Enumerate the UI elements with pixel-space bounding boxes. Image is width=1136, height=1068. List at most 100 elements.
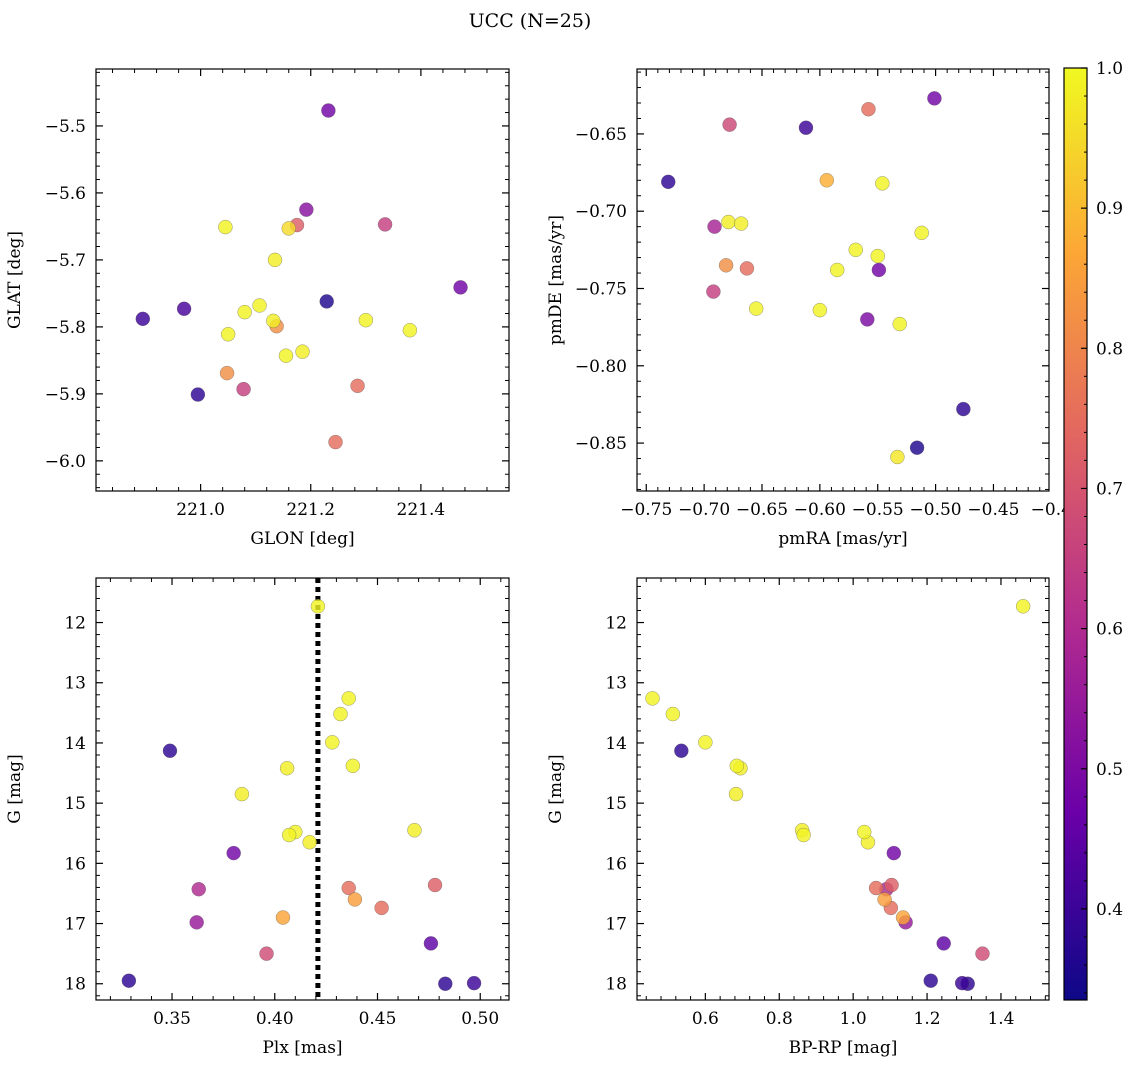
data-point	[674, 743, 689, 759]
data-point	[278, 348, 294, 363]
y-tick-label: −0.70	[575, 202, 627, 222]
data-point	[321, 103, 336, 118]
data-point	[295, 344, 310, 359]
colorbar-tick-label: 0.5	[1096, 760, 1123, 780]
x-axis-label: Plx [mas]	[262, 1038, 342, 1058]
x-tick-label: 221.4	[397, 500, 446, 520]
data-point	[721, 214, 736, 230]
data-point	[707, 219, 722, 234]
colorbar-tick-label: 0.6	[1096, 620, 1123, 640]
y-tick-label: 12	[605, 614, 627, 634]
panel-plx-g: 0.35 0.40 0.45 0.50 12 13 14 15 16 17 18 Plx [mas] G…	[5, 577, 510, 1058]
y-tick-label: 15	[605, 794, 627, 814]
x-tick-label: −0.50	[910, 500, 962, 520]
x-tick-label: −0.75	[620, 500, 672, 520]
x-tick-label: 1.0	[840, 1009, 867, 1029]
x-tick-label: −0.4	[1031, 500, 1072, 520]
data-point	[190, 387, 206, 402]
y-axis-label: G [mag]	[5, 754, 25, 823]
y-tick-label: −0.75	[575, 280, 627, 300]
data-point	[347, 892, 363, 907]
data-point	[259, 946, 274, 961]
x-axis-label: pmRA [mas/yr]	[778, 529, 907, 549]
x-tick-label: 0.35	[153, 1009, 191, 1029]
colorbar: 0.4 0.5 0.6 0.7 0.8 0.9 1.0	[1063, 59, 1123, 1001]
colorbar-gradient	[1064, 68, 1087, 1000]
data-point	[819, 173, 835, 188]
data-point	[956, 401, 971, 417]
x-axis-label: BP-RP [mag]	[789, 1038, 898, 1058]
y-tick-label: 17	[605, 915, 627, 935]
y-tick-label: −0.65	[575, 125, 627, 145]
colorbar-tick-label: 1.0	[1096, 59, 1123, 79]
y-tick-label: 15	[64, 794, 86, 814]
y-tick-label: −5.9	[45, 385, 86, 405]
figure-title: UCC (N=25)	[469, 10, 592, 32]
data-point	[812, 302, 828, 318]
data-point	[302, 835, 317, 850]
data-point	[895, 910, 911, 925]
data-point	[341, 691, 356, 706]
data-point	[189, 915, 204, 930]
x-axis-label: GLON [deg]	[250, 529, 354, 549]
data-point	[358, 312, 374, 328]
y-tick-label: −5.6	[45, 184, 86, 204]
data-point	[914, 225, 929, 241]
data-point	[829, 262, 845, 278]
data-point	[861, 101, 876, 117]
x-tick-label: 221.2	[286, 500, 335, 520]
data-point	[252, 298, 267, 313]
x-tick-label: 0.8	[766, 1009, 793, 1029]
y-tick-label: −0.80	[575, 357, 627, 377]
y-tick-label: −0.85	[575, 434, 627, 454]
data-point	[848, 242, 863, 258]
x-tick-label: 1.4	[987, 1009, 1014, 1029]
y-tick-label: −5.7	[45, 251, 86, 271]
plot-frame	[95, 68, 510, 492]
data-point	[733, 216, 749, 231]
data-point	[299, 202, 314, 217]
x-tick-label: 1.2	[914, 1009, 941, 1029]
x-tick-label: −0.60	[794, 500, 846, 520]
data-point	[237, 304, 252, 320]
data-point	[909, 440, 925, 455]
data-point	[236, 381, 251, 397]
data-point	[856, 824, 872, 840]
data-point	[402, 322, 418, 338]
plot-frame	[95, 577, 510, 1001]
data-point	[176, 301, 192, 317]
y-axis-label: GLAT [deg]	[5, 231, 25, 329]
data-point	[729, 758, 745, 774]
data-point	[310, 599, 326, 614]
data-point	[718, 258, 734, 273]
colorbar-tick-label: 0.4	[1096, 900, 1123, 920]
data-point	[345, 758, 361, 774]
data-point	[875, 176, 890, 191]
x-tick-label: −0.65	[736, 500, 788, 520]
data-point	[892, 316, 907, 332]
data-point	[860, 312, 875, 327]
panel-bprp-g: 0.6 0.8 1.0 1.2 1.4 12 13 14 15 16 17 18 BP-RP [mag]…	[546, 577, 1050, 1058]
data-point	[423, 936, 439, 951]
data-point	[319, 294, 334, 309]
data-point	[219, 365, 235, 381]
panel-glon-glat: 221.0 221.2 221.4 −5.5 −5.6 −5.7 −5.8 −5.9 −6.0 G…	[5, 68, 510, 549]
plot-frame	[636, 577, 1050, 1001]
data-point	[796, 827, 811, 843]
data-point	[266, 313, 281, 329]
data-point	[218, 219, 233, 235]
y-tick-label: 14	[605, 734, 627, 754]
data-point	[975, 946, 990, 961]
data-point	[267, 252, 283, 268]
data-point	[890, 449, 905, 465]
data-point	[884, 877, 899, 893]
data-point	[466, 975, 482, 991]
y-tick-label: −5.8	[45, 318, 86, 338]
data-point	[407, 822, 422, 838]
data-point	[868, 880, 884, 896]
data-point	[923, 973, 939, 988]
data-point	[374, 900, 389, 916]
x-tick-label: −0.70	[678, 500, 730, 520]
y-tick-label: −6.0	[45, 452, 86, 472]
